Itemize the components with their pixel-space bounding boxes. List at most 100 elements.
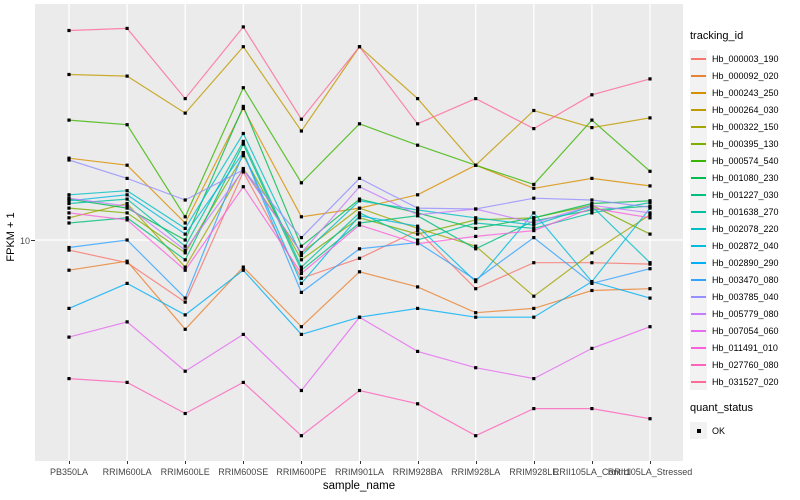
legend-key-line-icon: [691, 125, 706, 128]
data-point-marker: [357, 197, 362, 201]
data-point-marker: [474, 218, 478, 222]
x-axis-labels: PB350LA RRIM600LA RRIM600LE RRIM600SE RRIM60…: [0, 467, 800, 479]
data-point-marker: [299, 181, 303, 185]
data-point-marker: [357, 122, 362, 126]
legend-label: Hb_000243_250: [712, 87, 779, 98]
x-tick-label-RRIM928LE: RRIM928LE: [509, 467, 559, 477]
legend-label: Hb_031527_020: [712, 376, 779, 387]
data-point-marker: [590, 288, 594, 293]
data-point-marker: [648, 296, 652, 300]
data-point-marker: [183, 296, 187, 300]
data-point-marker: [474, 244, 478, 248]
data-point-marker: [532, 226, 536, 230]
y-tick-label: 10: [19, 236, 30, 246]
data-point-marker: [416, 306, 420, 310]
data-point-marker: [416, 232, 420, 236]
data-point-marker: [648, 184, 652, 188]
legend-entry: Hb_003470_080: [690, 271, 800, 288]
data-point-marker: [357, 214, 362, 218]
data-point-marker: [183, 313, 187, 317]
data-point-marker: [590, 201, 594, 206]
data-point-marker: [590, 211, 594, 215]
data-point-marker: [648, 232, 652, 236]
legend-key: [690, 322, 707, 339]
data-point-marker: [590, 280, 594, 284]
legend-label: Hb_000264_030: [712, 104, 779, 115]
data-point-marker: [299, 325, 303, 329]
legend-key: [690, 186, 707, 203]
data-point-marker: [648, 213, 652, 217]
legend-key: [690, 339, 707, 356]
data-point-marker: [532, 182, 536, 186]
data-point-marker: [241, 185, 245, 189]
data-point-marker: [125, 211, 129, 215]
legend-key-line-icon: [691, 227, 706, 230]
data-point-marker: [241, 45, 245, 49]
data-point-marker: [67, 221, 71, 225]
x-tick-label-RRIM928LA: RRIM928LA: [451, 467, 501, 477]
data-point-marker: [357, 211, 362, 215]
data-point-marker: [183, 251, 187, 255]
data-point-marker: [474, 366, 478, 370]
x-tick-label-RRIM901LA: RRIM901LA: [334, 467, 385, 477]
legend-entry: Hb_000264_030: [690, 101, 800, 118]
data-point-marker: [67, 28, 71, 33]
quant-legend-title: quant_status: [690, 402, 753, 414]
legend-entry: Hb_002078_220: [690, 220, 800, 237]
x-axis-title: sample_name: [322, 480, 396, 492]
legend-key: [690, 271, 707, 288]
data-point-marker: [416, 242, 420, 246]
data-point-marker: [183, 215, 187, 219]
y-tick-mark: [31, 240, 35, 241]
data-point-marker: [241, 168, 245, 172]
data-point-marker: [125, 163, 129, 167]
data-point-marker: [299, 258, 303, 262]
data-point-marker: [590, 93, 594, 97]
data-point-marker: [474, 247, 478, 251]
data-point-marker: [67, 72, 71, 77]
plot-panel: [35, 4, 683, 461]
data-point-marker: [357, 206, 362, 210]
data-point-marker: [67, 156, 71, 160]
data-point-marker: [648, 267, 652, 271]
data-point-marker: [241, 25, 245, 29]
legend-label: Hb_002890_290: [712, 257, 779, 268]
data-point-marker: [241, 332, 245, 336]
data-point-marker: [416, 97, 420, 101]
data-point-marker: [241, 151, 245, 155]
data-point-marker: [357, 221, 362, 225]
legend-label: Hb_001227_030: [712, 189, 779, 200]
data-point-marker: [67, 158, 71, 162]
data-point-marker: [299, 251, 303, 255]
data-point-marker: [532, 221, 536, 225]
data-point-marker: [183, 258, 187, 262]
data-point-marker: [241, 142, 245, 146]
x-tick-mark: [417, 461, 419, 464]
data-point-marker: [125, 320, 129, 324]
data-point-marker: [67, 245, 71, 250]
data-point-marker: [125, 176, 129, 180]
data-point-marker: [474, 311, 478, 315]
legend-key: [690, 356, 707, 373]
data-point-marker: [299, 290, 303, 294]
data-point-marker: [357, 185, 362, 189]
legend-key-line-icon: [691, 176, 706, 179]
data-point-marker: [590, 261, 594, 265]
data-point-marker: [357, 388, 362, 393]
plot-svg: [35, 4, 683, 461]
data-point-marker: [357, 270, 362, 274]
legend-key-line-icon: [691, 193, 706, 196]
data-point-marker: [67, 196, 71, 200]
data-point-marker: [125, 238, 129, 242]
legend-entry: Hb_027760_080: [690, 356, 800, 373]
data-point-marker: [590, 203, 594, 207]
data-point-marker: [648, 201, 652, 205]
data-point-marker: [648, 205, 652, 209]
data-point-marker: [648, 417, 652, 421]
legend-entry: Hb_000092_020: [690, 67, 800, 84]
ok-square-marker-icon: [696, 428, 701, 433]
data-point-marker: [648, 261, 652, 265]
x-tick-label-RRII105LA_Control: RRII105LA_Control: [552, 467, 631, 477]
legend-label: Hb_000092_020: [712, 70, 779, 81]
legend-key-line-icon: [691, 57, 706, 60]
